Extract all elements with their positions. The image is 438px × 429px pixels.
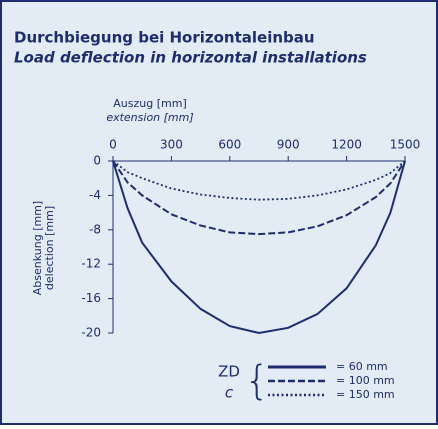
x-tick-label: 900 — [277, 138, 300, 152]
line-series — [112, 160, 406, 236]
legend-label: = 150 mm — [336, 388, 395, 401]
x-tick-label: 0 — [109, 138, 117, 152]
y-tick-label: -20 — [81, 326, 101, 340]
chart-title: Durchbiegung bei Horizontaleinbau — [14, 29, 315, 47]
chart-subtitle: Load deflection in horizontal installati… — [14, 49, 367, 67]
y-axis-label: delection [mm] — [43, 206, 56, 290]
x-tick-label: 1200 — [331, 138, 362, 152]
line-series — [112, 160, 406, 201]
legend-label: = 100 mm — [336, 374, 395, 387]
legend-title: c — [225, 384, 234, 402]
x-tick-label: 1500 — [390, 138, 421, 152]
y-tick-label: -16 — [81, 291, 101, 305]
legend-label: = 60 mm — [336, 360, 388, 373]
y-axis-label: Absenkung [mm] — [31, 201, 44, 295]
y-tick-label: -8 — [89, 222, 101, 236]
y-tick-label: 0 — [93, 154, 101, 168]
y-tick-label: -12 — [81, 257, 101, 271]
x-tick-label: 300 — [160, 138, 183, 152]
legend-title: ZD — [218, 363, 240, 381]
x-tick-label: 600 — [218, 138, 241, 152]
y-tick-label: -4 — [89, 188, 101, 202]
line-series — [112, 160, 406, 335]
legend-brace: { — [244, 358, 269, 404]
x-axis-label: extension [mm] — [106, 111, 193, 124]
x-axis-label: Auszug [mm] — [113, 97, 186, 110]
